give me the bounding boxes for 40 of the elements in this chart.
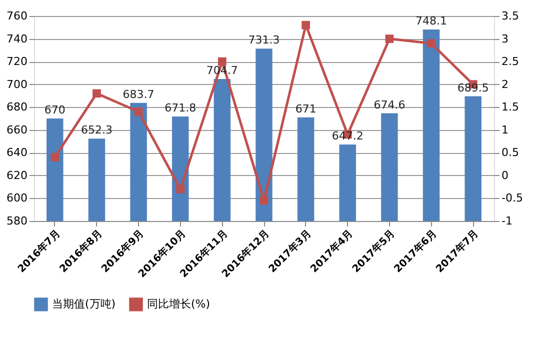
y2-tick-label: -1 [502,214,512,228]
legend-label: 当期值(万吨) [52,297,116,310]
y2-tick-label: 0.5 [502,146,519,160]
y-tick-label: 580 [6,214,28,228]
point [50,153,60,162]
point [427,39,436,48]
point [176,184,185,194]
y2-tick-label: 2 [502,78,508,91]
y2-tick-label: 2.5 [502,55,519,68]
y2-tick-label: 3 [502,32,508,46]
data-label: 652.3 [80,124,112,137]
point [260,196,268,205]
y2-tick-label: 1.5 [502,100,519,114]
y2-tick-label: -0.5 [502,192,523,205]
y-tick-label: 660 [6,123,28,136]
point [92,89,101,98]
point [134,107,143,116]
data-label: 689.5 [457,81,489,94]
legend-label: 同比增长(%) [147,297,210,310]
y2-tick-label: 0 [502,168,508,182]
y-tick-label: 720 [6,55,28,68]
data-label: 748.1 [416,14,448,28]
y-tick-label: 760 [6,10,28,22]
y-tick-label: 620 [6,168,28,182]
point [385,34,394,43]
data-label: 671.8 [164,101,196,114]
point [218,57,226,66]
y-tick-label: 640 [6,146,28,160]
y2-tick-label: 1 [502,123,508,136]
y2-tick-label: 3.5 [502,10,519,22]
y-tick-label: 740 [6,32,28,46]
data-label: 674.6 [374,98,406,112]
data-label: 731.3 [248,34,280,47]
data-label: 683.7 [122,88,154,101]
point [302,20,310,30]
y-tick-label: 700 [6,78,28,91]
y-tick-label: 680 [6,100,28,114]
data-label: 671 [295,102,316,116]
data-label: 670 [44,104,66,116]
y-tick-label: 600 [6,192,28,205]
